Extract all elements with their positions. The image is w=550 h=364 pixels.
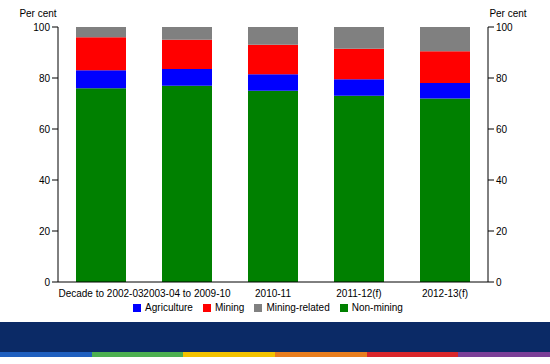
html-text:Agriculture: Agriculture xyxy=(145,302,193,313)
html-text:Mining-related: Mining-related xyxy=(266,302,330,313)
svg-text:60: 60 xyxy=(39,124,51,135)
svg-text:40: 40 xyxy=(39,175,51,186)
svg-text:60: 60 xyxy=(496,124,508,135)
svg-text:100: 100 xyxy=(33,22,50,33)
svg-text:20: 20 xyxy=(39,226,51,237)
svg-text:2010-11: 2010-11 xyxy=(255,288,291,299)
svg-text:80: 80 xyxy=(39,73,51,84)
html-text:Non-mining: Non-mining xyxy=(351,302,403,313)
svg-text:20: 20 xyxy=(496,226,508,237)
svg-text:40: 40 xyxy=(496,175,508,186)
svg-text:2011-12(f): 2011-12(f) xyxy=(336,288,381,299)
svg-text:2003-04 to 2009-10: 2003-04 to 2009-10 xyxy=(143,288,231,299)
svg-text:80: 80 xyxy=(496,73,508,84)
svg-text:Per cent: Per cent xyxy=(489,8,526,19)
svg-text:0: 0 xyxy=(496,277,502,288)
html-text:Mining: Mining xyxy=(214,302,245,313)
svg-text:Per cent: Per cent xyxy=(19,8,56,19)
svg-text:2012-13(f): 2012-13(f) xyxy=(422,288,468,299)
svg-text:0: 0 xyxy=(44,277,50,288)
svg-text:100: 100 xyxy=(496,22,513,33)
svg-text:Decade to 2002-03: Decade to 2002-03 xyxy=(58,288,144,299)
